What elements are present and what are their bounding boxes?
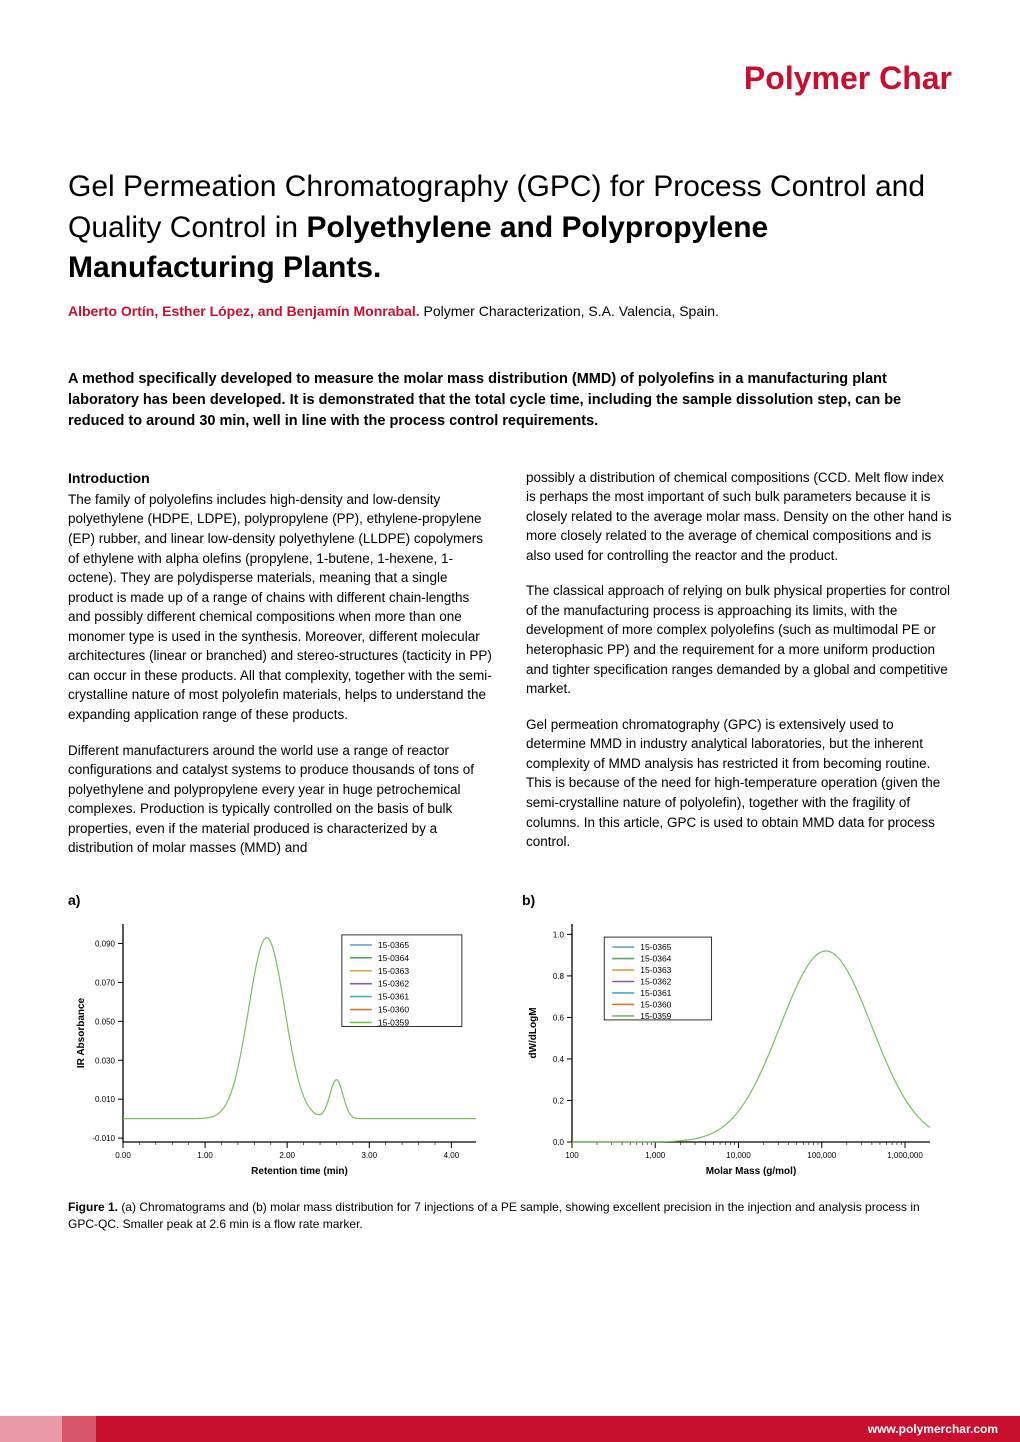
col2-p2: The classical approach of relying on bul… (526, 581, 952, 698)
svg-text:Retention time (min): Retention time (min) (251, 1166, 348, 1177)
author-line: Alberto Ortín, Esther López, and Benjamí… (68, 303, 952, 319)
body-columns: Introduction The family of polyolefins i… (68, 468, 952, 874)
col2-p3: Gel permeation chromatography (GPC) is e… (526, 715, 952, 852)
author-affiliation: Polymer Characterization, S.A. Valencia,… (420, 303, 719, 319)
svg-text:15-0361: 15-0361 (640, 988, 671, 998)
svg-text:100: 100 (565, 1151, 579, 1160)
svg-text:15-0363: 15-0363 (378, 966, 409, 976)
svg-text:1.0: 1.0 (553, 930, 565, 939)
svg-text:0.4: 0.4 (553, 1055, 565, 1064)
svg-text:3.00: 3.00 (361, 1151, 377, 1160)
svg-text:0.050: 0.050 (95, 1017, 116, 1026)
svg-text:0.2: 0.2 (553, 1096, 565, 1105)
figure-caption-prefix: Figure 1. (68, 1200, 118, 1214)
column-right: possibly a distribution of chemical comp… (526, 468, 952, 874)
svg-text:15-0361: 15-0361 (378, 992, 409, 1002)
intro-p2: Different manufacturers around the world… (68, 741, 494, 858)
svg-text:0.8: 0.8 (553, 972, 565, 981)
page-footer: www.polymerchar.com (0, 1416, 1020, 1442)
svg-text:4.00: 4.00 (444, 1151, 460, 1160)
svg-text:15-0365: 15-0365 (378, 940, 409, 950)
svg-text:15-0363: 15-0363 (640, 965, 671, 975)
svg-text:15-0359: 15-0359 (640, 1011, 671, 1021)
figure-caption-text: (a) Chromatograms and (b) molar mass dis… (68, 1200, 920, 1231)
svg-text:100,000: 100,000 (807, 1151, 836, 1160)
brand-logo: Polymer Char (68, 60, 952, 97)
svg-text:IR Absorbance: IR Absorbance (76, 997, 87, 1068)
footer-grad2 (62, 1416, 96, 1442)
figure-caption: Figure 1. (a) Chromatograms and (b) mola… (68, 1199, 952, 1233)
svg-text:15-0364: 15-0364 (640, 954, 671, 964)
svg-text:1.00: 1.00 (197, 1151, 213, 1160)
chart-a: -0.010 0.010 0.030 0.050 0.070 0.090 0.00 1.00 2… (68, 914, 488, 1184)
figure-row: a) -0.010 0.010 0.030 0.050 0.070 0.090 0.00 1.… (68, 892, 952, 1189)
figure-a-cell: a) -0.010 0.010 0.030 0.050 0.070 0.090 0.00 1.… (68, 892, 498, 1189)
svg-text:-0.010: -0.010 (92, 1134, 115, 1143)
column-left: Introduction The family of polyolefins i… (68, 468, 494, 874)
svg-text:0.030: 0.030 (95, 1056, 116, 1065)
svg-text:15-0360: 15-0360 (378, 1005, 409, 1015)
chart-b: 0.0 0.2 0.4 0.6 0.8 1.0 100 1,000 10,000 100,000 1… (522, 914, 942, 1184)
svg-text:10,000: 10,000 (726, 1151, 751, 1160)
svg-text:Molar Mass (g/mol): Molar Mass (g/mol) (706, 1166, 797, 1177)
svg-text:0.6: 0.6 (553, 1013, 565, 1022)
svg-text:15-0362: 15-0362 (378, 979, 409, 989)
article-title: Gel Permeation Chromatography (GPC) for … (68, 167, 952, 289)
footer-grad1 (0, 1416, 62, 1442)
svg-text:0.070: 0.070 (95, 978, 116, 987)
svg-text:0.00: 0.00 (115, 1151, 131, 1160)
svg-text:1,000,000: 1,000,000 (887, 1151, 923, 1160)
svg-text:15-0359: 15-0359 (378, 1017, 409, 1027)
svg-text:15-0362: 15-0362 (640, 976, 671, 986)
svg-text:15-0360: 15-0360 (640, 999, 671, 1009)
brand-name: Polymer Char (744, 60, 952, 96)
svg-text:0.0: 0.0 (553, 1138, 565, 1147)
svg-text:dW/dLogM: dW/dLogM (528, 1007, 539, 1058)
svg-text:15-0365: 15-0365 (640, 942, 671, 952)
svg-text:0.010: 0.010 (95, 1095, 116, 1104)
figure-a-label: a) (68, 892, 498, 908)
svg-text:1,000: 1,000 (645, 1151, 666, 1160)
author-names: Alberto Ortín, Esther López, and Benjamí… (68, 303, 420, 319)
figure-b-label: b) (522, 892, 952, 908)
footer-url: www.polymerchar.com (868, 1422, 998, 1436)
footer-bar: www.polymerchar.com (96, 1416, 1020, 1442)
intro-heading: Introduction (68, 468, 494, 488)
svg-text:0.090: 0.090 (95, 939, 116, 948)
svg-text:15-0364: 15-0364 (378, 953, 409, 963)
svg-text:2.00: 2.00 (279, 1151, 295, 1160)
figure-b-cell: b) 0.0 0.2 0.4 0.6 0.8 1.0 100 1,000 10,000 100,0… (522, 892, 952, 1189)
col2-p1: possibly a distribution of chemical comp… (526, 468, 952, 566)
abstract: A method specifically developed to measu… (68, 369, 952, 432)
intro-p1: The family of polyolefins includes high-… (68, 490, 494, 725)
